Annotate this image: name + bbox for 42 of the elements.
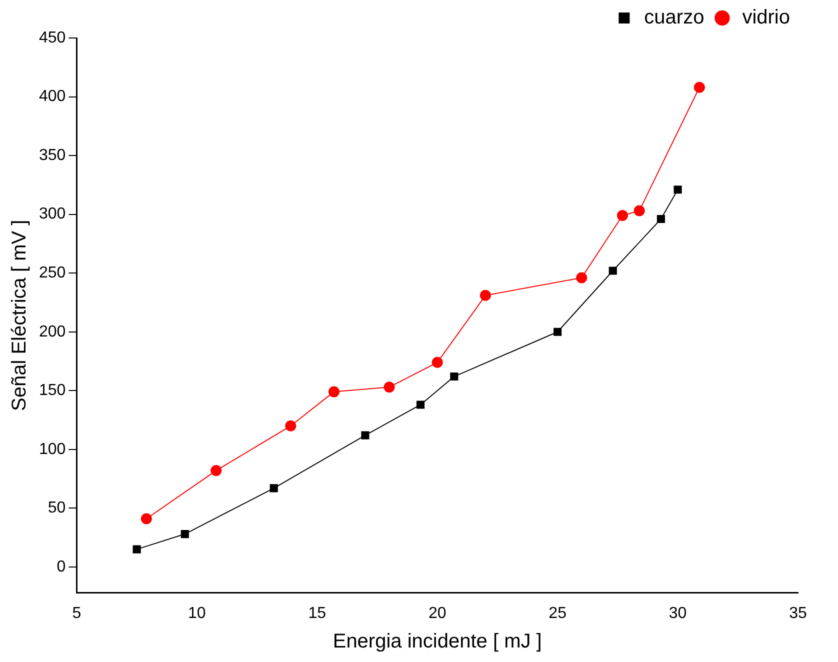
point [180, 530, 189, 538]
legend-label: vidrio [742, 6, 790, 29]
point [616, 210, 628, 221]
point [634, 205, 645, 216]
y-tick-label: 200 [38, 323, 66, 340]
point [285, 420, 296, 432]
point [656, 214, 665, 224]
y-tick-label: 300 [38, 206, 66, 223]
point [694, 82, 705, 93]
x-tick-label: 10 [188, 604, 206, 622]
x-tick-label: 30 [668, 604, 687, 622]
y-tick-label: 100 [38, 440, 66, 458]
x-tick-label: 15 [308, 604, 326, 622]
y-tick-label: 350 [38, 146, 66, 164]
point [432, 356, 443, 368]
y-tick-label: 0 [56, 558, 66, 576]
point [132, 545, 141, 554]
point [416, 400, 425, 409]
y-tick-label: 250 [38, 264, 66, 282]
x-tick-label: 35 [789, 604, 807, 622]
point [361, 431, 370, 440]
point [450, 372, 458, 381]
x-tick-label: 5 [72, 604, 82, 622]
point [554, 328, 562, 336]
y-tick-label: 50 [48, 500, 66, 517]
x-tick-label: 25 [548, 604, 567, 622]
x-axis-title: Energia incidente [ mJ ] [332, 630, 542, 653]
point [608, 266, 617, 275]
y-tick-label: 150 [38, 382, 66, 400]
y-axis-title: Señal Eléctrica [ mV ] [8, 220, 31, 411]
point [210, 465, 222, 476]
point [328, 386, 340, 398]
point [674, 186, 682, 194]
legend-label: cuarzo [644, 6, 704, 29]
point [480, 290, 491, 301]
point [576, 272, 588, 284]
y-tick-label: 400 [38, 88, 66, 106]
point [270, 484, 278, 492]
y-tick-label: 450 [38, 29, 66, 46]
point [140, 513, 152, 524]
point [384, 382, 395, 393]
x-tick-label: 20 [428, 604, 446, 622]
